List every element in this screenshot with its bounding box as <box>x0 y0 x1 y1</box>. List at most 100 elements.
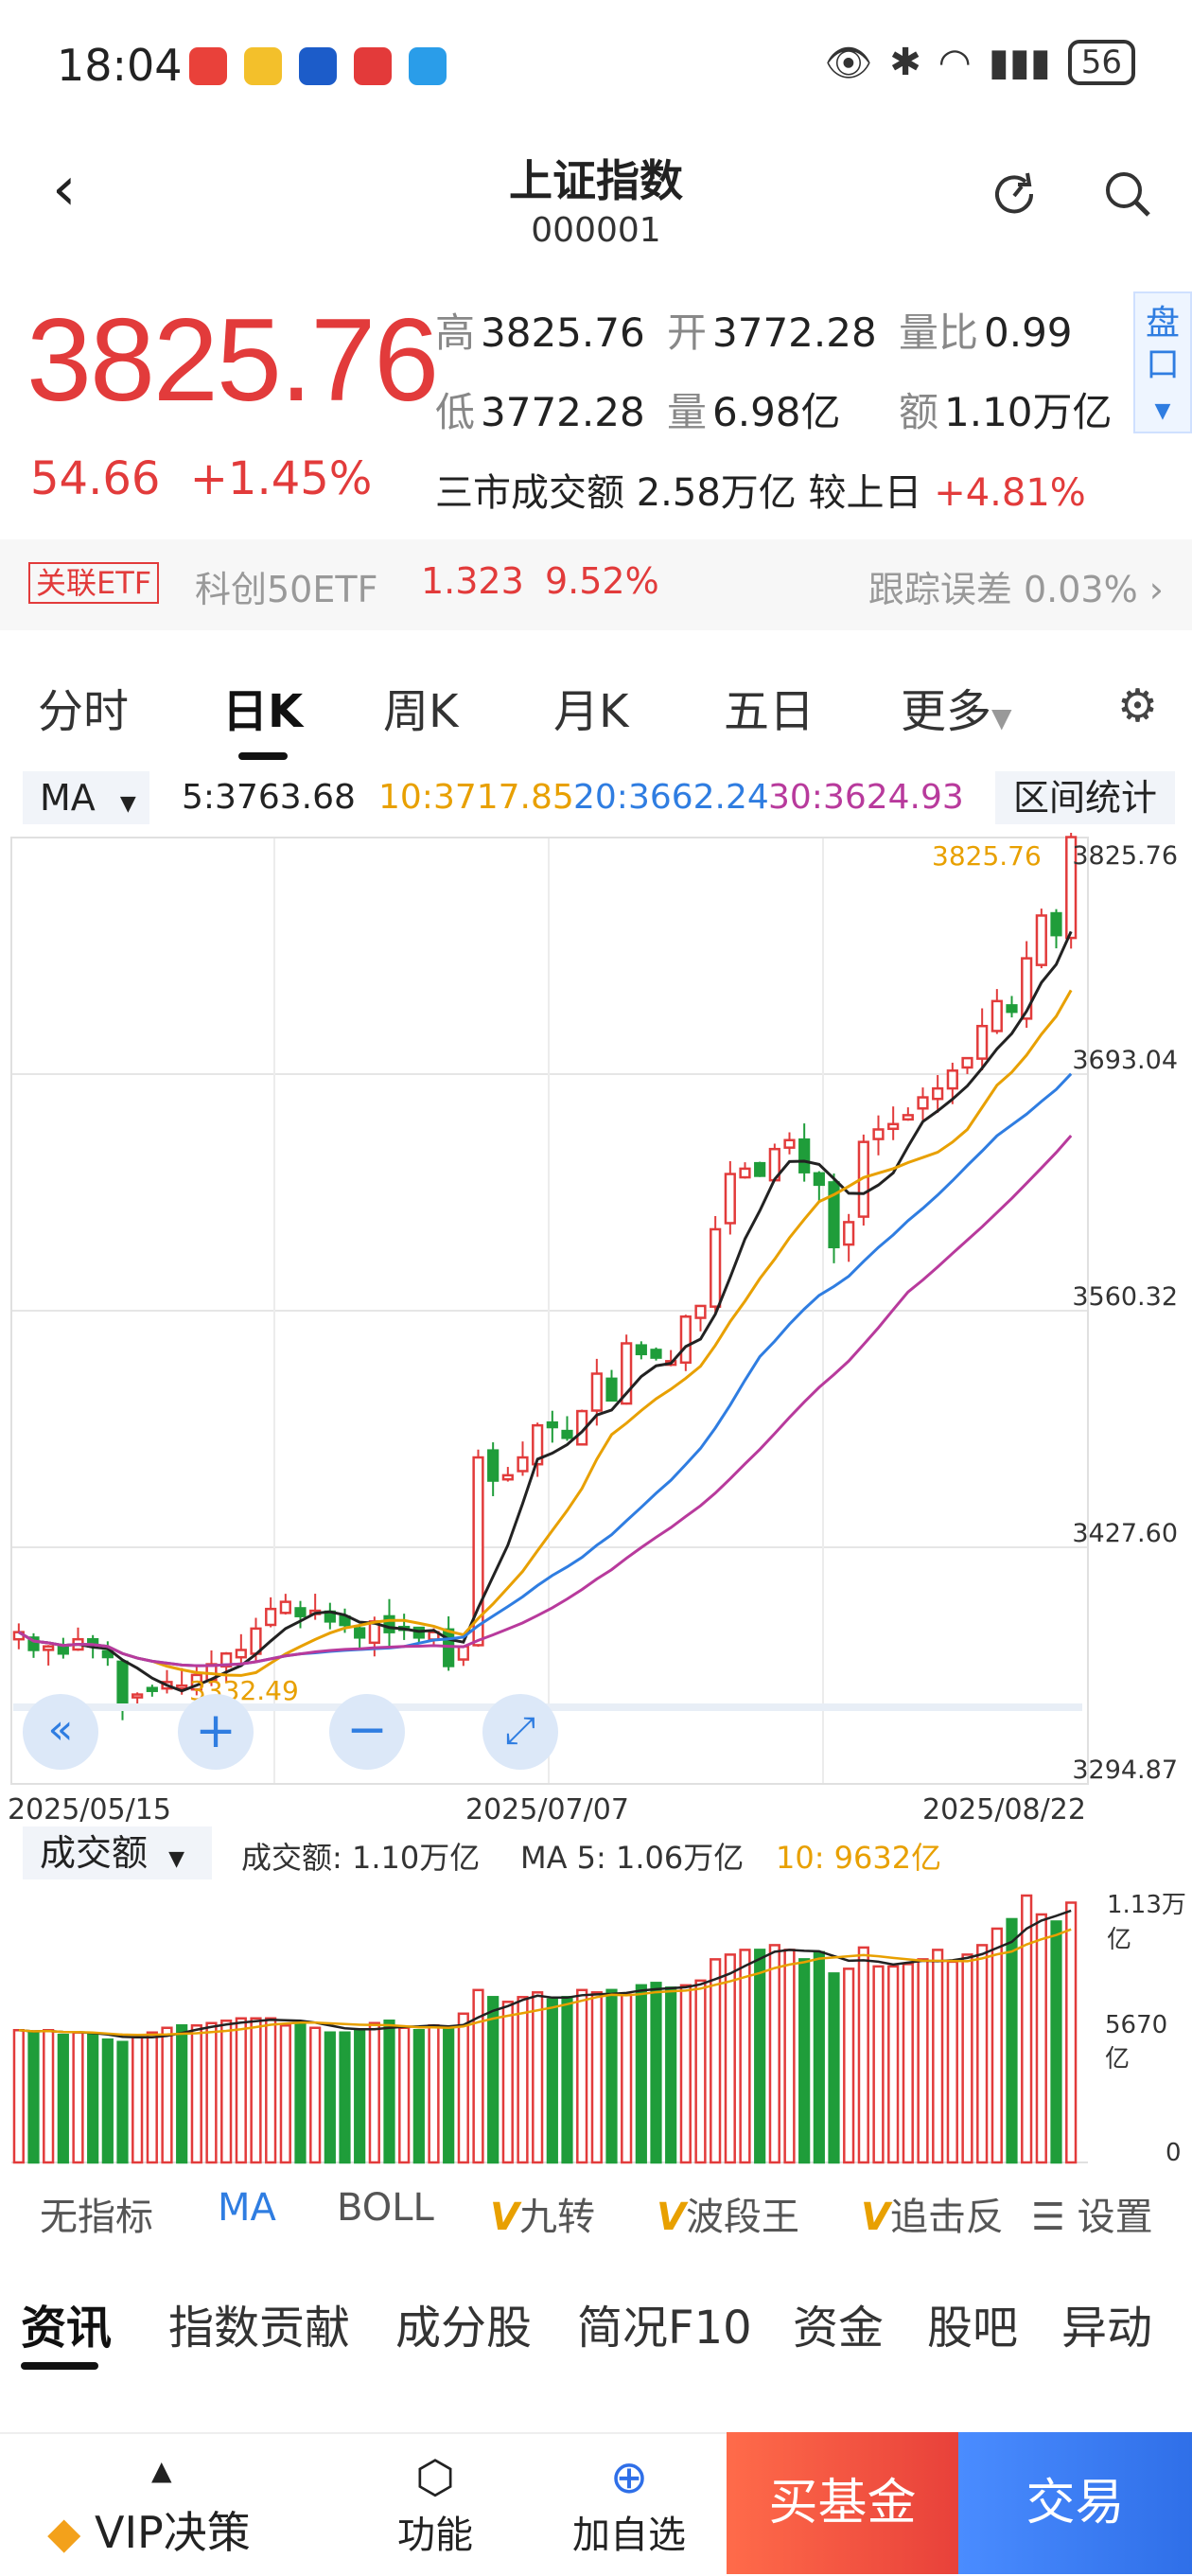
y-axis-label: 3560.32 <box>1072 1282 1178 1312</box>
ma-selector-label: MA <box>40 777 96 819</box>
related-etf-bar[interactable] <box>0 539 1192 630</box>
tracking-error[interactable]: 跟踪误差 0.03% › <box>868 560 1164 612</box>
candle-down <box>828 1181 840 1249</box>
tab-news[interactable]: 资讯 <box>21 2302 113 2355</box>
chevron-up-icon[interactable]: ▲ <box>151 2455 172 2486</box>
function-label: 功能 <box>397 2514 473 2557</box>
market-turnover-text: 三市成交额 2.58万亿 较上日 <box>435 471 922 515</box>
back-icon[interactable]: ‹ <box>52 154 77 224</box>
bluetooth-icon: ✱ <box>889 41 921 84</box>
volume-bar-down <box>383 2020 395 2164</box>
tab-movements[interactable]: 异动 <box>1061 2302 1153 2355</box>
indicator-none[interactable]: 无指标 <box>40 2196 153 2239</box>
volume-bar-up <box>457 2012 469 2164</box>
tab-more[interactable]: 更多▼ <box>901 674 1012 740</box>
volume-bar-up <box>131 2036 144 2164</box>
vip-decision-label: VIP决策 <box>95 2507 251 2558</box>
tab-more-label: 更多 <box>901 685 992 738</box>
zoom-in-icon[interactable]: + <box>178 1694 254 1770</box>
candle-up <box>43 1645 55 1651</box>
ma10-line <box>18 989 1073 1677</box>
eye-icon: 👁 <box>824 41 873 85</box>
candle-down <box>561 1429 573 1439</box>
candlestick-chart[interactable]: 3825.76 3693.04 3560.32 3427.60 3294.87 <box>0 833 1192 1817</box>
ma5-value: 5:3763.68 <box>182 778 356 817</box>
tab-daily-k[interactable]: 日K <box>222 685 304 738</box>
indicator-settings[interactable]: ☰ 设置 <box>1031 2186 1153 2241</box>
ma-selector[interactable]: MA ▼ <box>23 771 149 824</box>
indicator-ma[interactable]: MA <box>218 2186 276 2230</box>
function-button[interactable]: ⬡ 功能 <box>345 2451 525 2559</box>
range-stats-button[interactable]: 区间统计 <box>995 771 1175 824</box>
volume-bar-down <box>324 2031 336 2164</box>
news-app-icon <box>299 47 337 85</box>
tab-monthly-k[interactable]: 月K <box>553 685 629 738</box>
volume-bar-up <box>694 1979 707 2164</box>
candle-down <box>813 1172 825 1187</box>
change-value: 54.66 <box>30 452 161 505</box>
add-watchlist-button[interactable]: ⊕ 加自选 <box>539 2451 719 2559</box>
battery-indicator: 56 <box>1067 40 1135 85</box>
tab-f10[interactable]: 简况F10 <box>577 2302 752 2355</box>
candle-up <box>679 1314 692 1365</box>
pankou-button[interactable]: 盘口 ▼ <box>1133 291 1192 433</box>
tab-forum[interactable]: 股吧 <box>927 2302 1019 2355</box>
indicator-zhuijifan[interactable]: V追击反 <box>861 2186 1004 2241</box>
buy-fund-button[interactable]: 买基金 <box>727 2432 958 2574</box>
volume-selector[interactable]: 成交额 ▼ <box>23 1826 212 1879</box>
volume-bar-up <box>72 2031 84 2164</box>
candle-down <box>754 1161 766 1177</box>
volume-y-top: 1.13万亿 <box>1107 1891 1186 1954</box>
zoom-out-icon[interactable]: − <box>329 1694 405 1770</box>
tab-constituents[interactable]: 成分股 <box>395 2302 533 2355</box>
volume-bar-up <box>621 1993 633 2164</box>
trade-button[interactable]: 交易 <box>958 2432 1192 2574</box>
current-price: 3825.76 <box>26 295 439 426</box>
volume-bar-up <box>146 2031 158 2164</box>
caret-down-icon: ▼ <box>168 1847 185 1871</box>
etf-name: 科创50ETF <box>195 569 378 610</box>
volume-bar-up <box>220 2020 233 2164</box>
vip-decision-button[interactable]: ◆ VIP决策 <box>47 2498 251 2561</box>
search-icon[interactable] <box>1099 166 1156 222</box>
ma10-value: 10:3717.85 <box>378 778 574 817</box>
volume-bar-up <box>739 1949 751 2164</box>
volume-bar-down <box>339 2031 351 2164</box>
vip-v-icon: V <box>490 2196 519 2239</box>
vol-ratio-field: 量比 0.99 <box>899 301 1073 359</box>
volume-bar-up <box>576 1988 588 2164</box>
volume-label: 量 <box>667 389 708 435</box>
indicator-jiuzhuan[interactable]: V九转 <box>490 2186 595 2241</box>
tab-five-day[interactable]: 五日 <box>724 685 815 738</box>
tab-weekly-k[interactable]: 周K <box>383 685 459 738</box>
volume-bar-down <box>635 1984 647 2164</box>
gear-icon[interactable]: ⚙ <box>1116 679 1158 732</box>
volume-bar-up <box>917 1958 929 2164</box>
volume-bar-up <box>279 2024 291 2164</box>
volume-bar-up <box>190 2024 202 2164</box>
tab-intraday[interactable]: 分时 <box>38 685 130 738</box>
indicator-boll[interactable]: BOLL <box>337 2186 434 2230</box>
volume-bar-down <box>650 1982 662 2164</box>
rewind-icon[interactable]: « <box>23 1694 98 1770</box>
tab-index-contribution[interactable]: 指数贡献 <box>168 2302 351 2355</box>
refresh-icon[interactable] <box>986 166 1043 222</box>
candle-up <box>843 1221 855 1246</box>
volume-bar-down <box>116 2040 129 2164</box>
calendar-app-icon <box>354 47 392 85</box>
volume-bar-down <box>605 1988 618 2164</box>
volume-bar-up <box>976 1944 989 2164</box>
indicator-boduanwang[interactable]: V波段王 <box>657 2186 799 2241</box>
volume-y-mid: 5670亿 <box>1105 2011 1168 2073</box>
tab-funds[interactable]: 资金 <box>793 2302 885 2355</box>
fullscreen-icon[interactable]: ⤢ <box>482 1694 558 1770</box>
volume-bar-down <box>813 1950 825 2164</box>
volume-bar-up <box>843 1967 855 2164</box>
candle-up <box>220 1652 233 1668</box>
candle-down <box>146 1686 158 1692</box>
volume-bar-up <box>235 2017 247 2164</box>
volume-bar-down <box>798 1958 811 2164</box>
volume-bar-up <box>902 1963 914 2164</box>
indicator-jiuzhuan-label: 九转 <box>518 2196 595 2239</box>
volume-bar-up <box>1035 1913 1047 2164</box>
